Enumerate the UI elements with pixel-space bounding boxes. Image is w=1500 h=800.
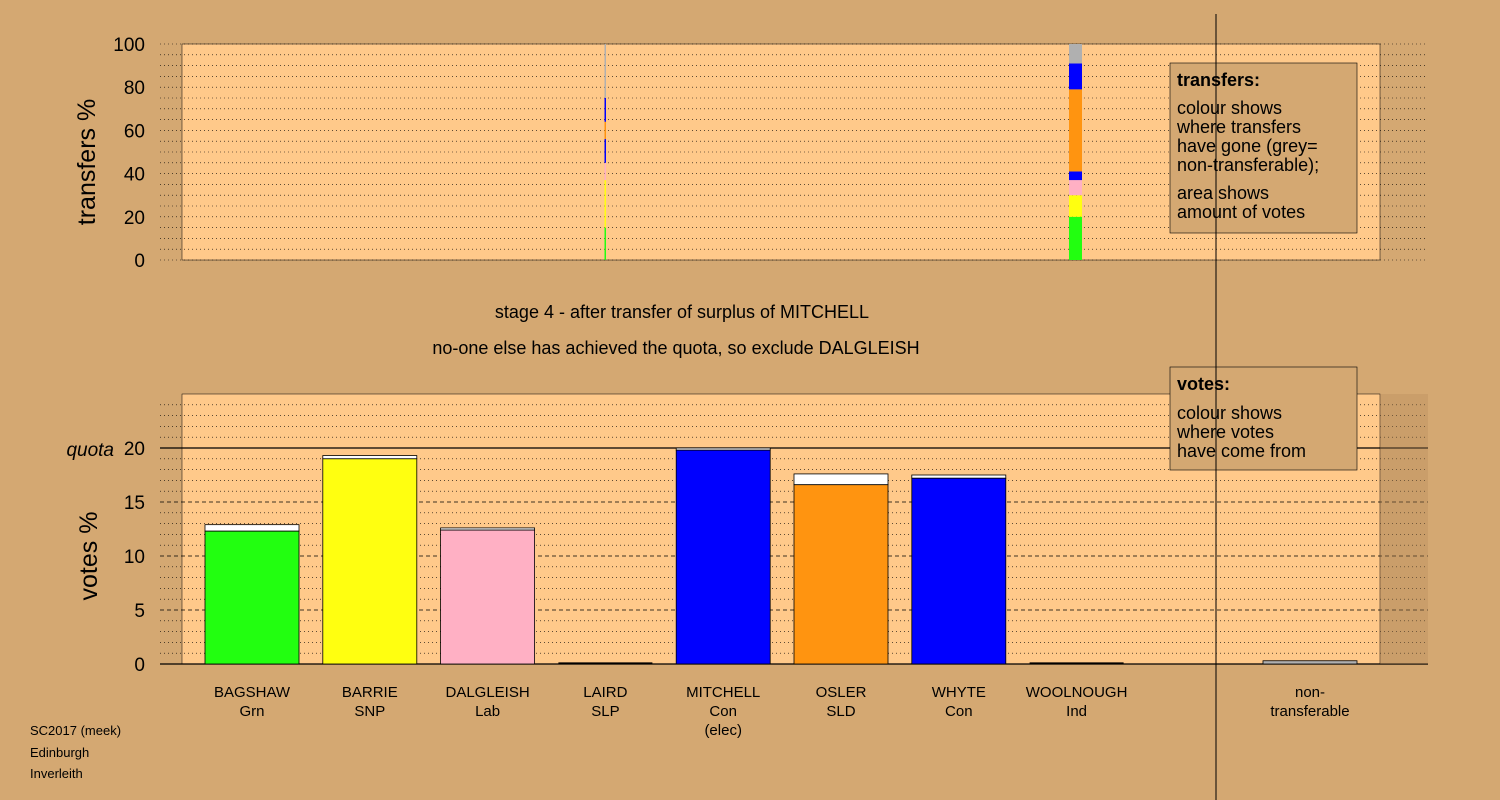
transfer-segment bbox=[1069, 171, 1082, 181]
bar-recent-transfer bbox=[911, 474, 1007, 479]
transfer-segment bbox=[1069, 195, 1082, 217]
bar-barrie bbox=[322, 458, 418, 665]
bar-dalgleish bbox=[440, 529, 536, 665]
candidate-name: MITCHELL bbox=[686, 684, 760, 701]
candidate-party: SNP bbox=[354, 703, 385, 720]
transfers-y-ticks: 0 20 40 60 80 100 bbox=[113, 35, 145, 272]
bar-whyte bbox=[911, 477, 1007, 665]
candidate-name: DALGLEISH bbox=[445, 684, 529, 701]
transfers-y-axis-label: transfers % bbox=[73, 99, 101, 225]
candidate-name: LAIRD bbox=[583, 684, 627, 701]
y-tick-label: 100 bbox=[113, 35, 145, 56]
votes-y-ticks: 0 5 10 15 20 bbox=[124, 439, 145, 676]
y-tick-label: 5 bbox=[134, 601, 145, 622]
bar-mitchell bbox=[675, 449, 771, 665]
transfers-legend-line: where transfers bbox=[1176, 117, 1301, 137]
transfers-legend-line: have gone (grey= bbox=[1177, 136, 1318, 156]
candidate-note: (elec) bbox=[704, 722, 742, 739]
footer-line: Inverleith bbox=[30, 766, 83, 781]
transfers-columns bbox=[604, 44, 1082, 260]
transfers-legend-line: amount of votes bbox=[1177, 202, 1305, 222]
footer-line: Edinburgh bbox=[30, 745, 89, 760]
votes-legend-line: colour shows bbox=[1177, 403, 1282, 423]
candidate-party: Grn bbox=[239, 703, 264, 720]
candidate-party: Ind bbox=[1066, 703, 1087, 720]
transfers-legend-box bbox=[1169, 62, 1358, 234]
y-tick-label: 80 bbox=[124, 78, 145, 99]
transfer-segment bbox=[604, 180, 606, 228]
y-tick-label: 60 bbox=[124, 121, 145, 142]
candidate-party: Con bbox=[945, 703, 973, 720]
votes-legend-line: where votes bbox=[1176, 422, 1274, 442]
y-tick-label: 20 bbox=[124, 439, 145, 460]
bar-nontransferable bbox=[1262, 660, 1358, 665]
candidate-name: WOOLNOUGH bbox=[1026, 684, 1128, 701]
bar-osler bbox=[793, 484, 889, 665]
transfer-segment bbox=[604, 162, 606, 181]
nontransferable-label: non- bbox=[1295, 684, 1325, 701]
candidate-party: Con bbox=[709, 703, 737, 720]
candidate-name: WHYTE bbox=[932, 684, 986, 701]
votes-legend-line: have come from bbox=[1177, 441, 1306, 461]
y-tick-label: 40 bbox=[124, 165, 145, 186]
candidate-name: BARRIE bbox=[342, 684, 398, 701]
transfer-segment bbox=[604, 139, 606, 163]
transfers-legend-line: non-transferable); bbox=[1177, 155, 1319, 175]
transfer-segment bbox=[1069, 44, 1082, 64]
candidate-party: Lab bbox=[475, 703, 500, 720]
transfer-segment bbox=[604, 98, 606, 122]
transfer-segment bbox=[1069, 89, 1082, 172]
candidate-party: SLD bbox=[826, 703, 855, 720]
transfer-segment bbox=[604, 44, 606, 98]
candidate-name: OSLER bbox=[816, 684, 867, 701]
y-tick-label: 0 bbox=[134, 251, 145, 272]
transfer-segment bbox=[604, 121, 606, 140]
stage-subtitle: no-one else has achieved the quota, so e… bbox=[432, 338, 919, 358]
quota-label: quota bbox=[66, 440, 114, 461]
votes-bars bbox=[204, 447, 1358, 665]
transfer-segment bbox=[604, 227, 606, 260]
transfer-segment bbox=[1069, 63, 1082, 90]
bar-bagshaw bbox=[204, 530, 300, 665]
y-tick-label: 0 bbox=[134, 655, 145, 676]
transfer-segment bbox=[1069, 180, 1082, 196]
footer-line: SC2017 (meek) bbox=[30, 723, 121, 738]
nontransferable-region-shade bbox=[1380, 394, 1428, 664]
y-tick-label: 15 bbox=[124, 493, 145, 514]
transfers-legend-line: area shows bbox=[1177, 183, 1269, 203]
y-tick-label: 10 bbox=[124, 547, 145, 568]
y-tick-label: 20 bbox=[124, 208, 145, 229]
candidate-labels: BAGSHAW Grn BARRIE SNP DALGLEISH Lab LAIRD SLP M… bbox=[214, 684, 1350, 739]
votes-grid bbox=[160, 394, 1428, 665]
votes-y-axis-label: votes % bbox=[75, 512, 103, 601]
transfer-segment bbox=[1069, 216, 1082, 260]
votes-legend-box bbox=[1169, 366, 1358, 471]
bar-recent-transfer bbox=[204, 524, 300, 532]
bar-recent-transfer bbox=[793, 473, 889, 486]
candidate-party: SLP bbox=[591, 703, 619, 720]
candidate-name: BAGSHAW bbox=[214, 684, 291, 701]
stage-title: stage 4 - after transfer of surplus of M… bbox=[495, 302, 869, 322]
bar-recent-transfer bbox=[322, 455, 418, 460]
votes-legend-title: votes: bbox=[1177, 374, 1230, 394]
transfers-legend-line: colour shows bbox=[1177, 98, 1282, 118]
transfers-legend-title: transfers: bbox=[1177, 70, 1260, 90]
nontransferable-label: transferable bbox=[1270, 703, 1349, 720]
